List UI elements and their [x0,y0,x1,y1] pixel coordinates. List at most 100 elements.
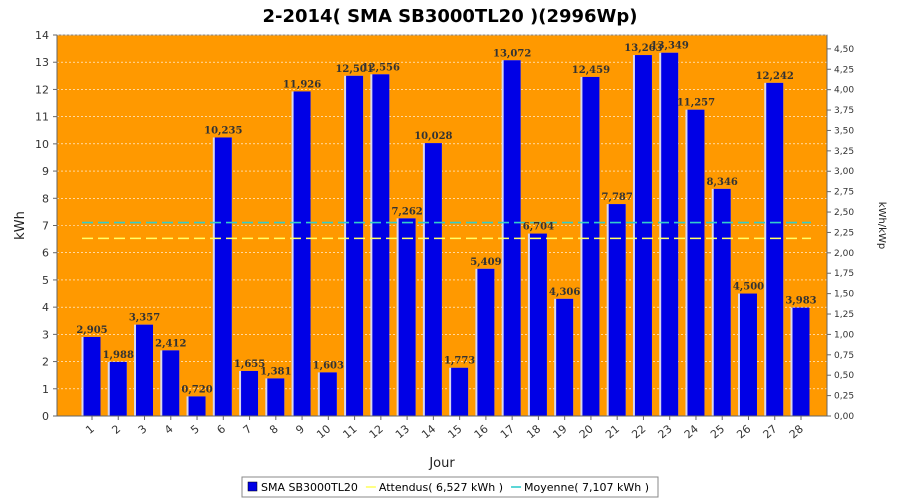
y-right-tick-label: 4,50 [834,45,854,55]
x-tick-label: 15 [445,422,464,441]
bar [608,204,626,416]
bar [424,143,442,416]
y-right-tick-label: 0,50 [834,371,854,381]
x-tick-label: 24 [682,422,701,441]
data-label: 3,357 [129,313,160,324]
bar [661,52,679,417]
bar [713,188,731,416]
x-tick-label: 9 [293,422,307,436]
x-tick-label: 23 [656,422,675,441]
legend-label: Moyenne( 7,107 kWh ) [524,481,649,494]
y-tick-label: 7 [42,220,49,233]
legend-label: Attendus( 6,527 kWh ) [379,481,503,494]
y-right-tick-label: 3,75 [834,106,854,116]
y-right-tick-label: 2,75 [834,188,854,198]
x-tick-label: 27 [761,422,780,441]
bar [372,74,390,417]
bars [81,52,810,417]
y-right-tick-label: 1,75 [834,269,854,279]
y-tick-label: 0 [42,410,49,423]
legend-swatch [247,481,258,492]
y-tick-label: 3 [42,328,49,341]
data-label: 2,412 [155,338,186,349]
y-right-tick-label: 2,00 [834,249,854,259]
y-axis-right-label: kWh/kWp [876,202,887,249]
chart-title: 2-2014( SMA SB3000TL20 )(2996Wp) [262,6,637,27]
x-tick-label: 14 [419,422,438,441]
y-right-tick-label: 3,50 [834,126,854,136]
y-tick-label: 9 [42,165,49,178]
bar [687,109,705,416]
data-label: 10,235 [204,125,242,136]
bar [582,76,600,416]
x-tick-label: 17 [498,422,517,441]
x-tick-label: 21 [603,422,622,441]
data-label: 4,500 [733,282,764,293]
y-right-tick-label: 3,25 [834,147,854,157]
data-label: 3,983 [785,296,816,307]
y-right-tick-label: 4,25 [834,65,854,75]
bar [529,233,547,416]
data-label: 13,072 [493,48,531,59]
bar [477,268,495,416]
data-label: 11,926 [283,79,321,90]
x-tick-label: 20 [577,422,596,441]
legend: SMA SB3000TL20 Attendus( 6,527 kWh ) Moyen… [241,476,659,498]
data-label: 7,262 [391,206,422,217]
reference-lines [82,221,811,240]
y-right-tick-label: 3,00 [834,167,854,177]
y-axis-label: kWh [13,211,28,240]
data-label: 7,787 [602,192,633,203]
bar [293,91,311,416]
data-label: 8,346 [707,177,738,188]
bar [241,370,259,416]
data-label: 12,242 [756,71,794,82]
y-tick-label: 11 [35,111,49,124]
bar [556,298,574,416]
y-right-tick-label: 1,25 [834,310,854,320]
data-label: 10,028 [414,131,452,142]
bar [503,60,521,417]
y-tick-label: 6 [42,247,49,260]
bar [792,307,810,416]
y-right-tick-label: 1,50 [834,290,854,300]
data-label: 1,655 [234,359,265,370]
y-right-tick-label: 0,00 [834,412,854,422]
x-tick-label: 28 [787,422,806,441]
x-tick-label: 4 [162,422,176,436]
x-tick-label: 2 [109,422,123,436]
y-right-tick-label: 0,25 [834,392,854,402]
x-tick-label: 8 [267,422,281,436]
y-tick-label: 5 [42,274,49,287]
bar [83,336,101,416]
x-tick-label: 13 [393,422,412,441]
y-axis-right: 0,00 0,25 0,50 0,75 1,00 1,25 1,50 1,75 2,00 2,25… [826,35,854,422]
x-tick-label: 22 [629,422,648,441]
bar [109,361,127,416]
data-label: 2,905 [76,325,107,336]
data-label: 0,720 [181,384,212,395]
data-label: 12,556 [362,62,400,73]
x-tick-label: 6 [215,422,229,436]
x-axis: 1 2 3 4 5 6 7 8 9 10 11 12 13 14 15 16 17 18 19 20 21 22 23 24 2… [57,415,827,441]
legend-label: SMA SB3000TL20 [261,481,358,494]
x-tick-label: 19 [551,422,570,441]
bar [214,137,232,416]
y-right-tick-label: 2,25 [834,228,854,238]
y-right-tick-label: 0,75 [834,351,854,361]
y-tick-label: 14 [35,29,49,42]
bar [451,367,469,416]
y-tick-label: 2 [42,356,49,369]
bar [188,396,206,416]
x-tick-label: 12 [367,422,386,441]
bar [319,372,337,416]
bar [398,218,416,416]
bar [346,75,364,416]
x-axis-label: Jour [428,456,455,471]
data-label: 13,263 [624,43,662,54]
y-right-tick-label: 1,00 [834,330,854,340]
x-tick-label: 7 [241,422,255,436]
data-label: 5,409 [470,257,501,268]
